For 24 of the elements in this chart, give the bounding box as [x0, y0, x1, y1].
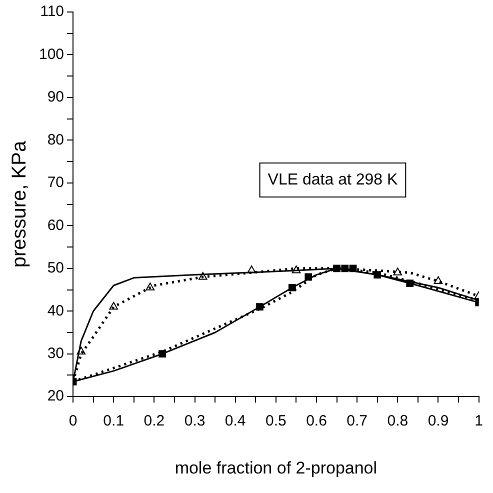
y-tick-label: 30	[47, 345, 64, 362]
y-tick-label: 40	[47, 302, 64, 320]
x-axis-title: mole fraction of 2-propanol	[174, 458, 378, 478]
y-tick-label: 70	[47, 174, 64, 192]
x-tick-label: 0.1	[103, 412, 124, 430]
y-tick-label: 50	[47, 260, 64, 277]
x-tick-label: 0.5	[266, 412, 286, 430]
x-tick-label: 0.3	[184, 412, 206, 430]
x-tick-label: 0.8	[387, 412, 408, 430]
x-tick-label: 0.2	[144, 412, 165, 430]
x-tick-label: 0	[68, 412, 78, 430]
y-tick-label: 90	[47, 88, 64, 106]
x-tick-label: 0.9	[428, 412, 449, 430]
x-tick-label: 1	[474, 412, 483, 430]
y-tick-label: 20	[47, 388, 64, 405]
x-tick-label: 0.4	[224, 412, 246, 430]
y-tick-label: 60	[47, 216, 64, 234]
x-tick-label: 0.7	[346, 412, 368, 430]
y-tick-label: 80	[47, 131, 64, 148]
y-tick-label: 110	[40, 3, 64, 20]
y-tick-label: 100	[38, 46, 64, 63]
x-tick-label: 0.6	[306, 412, 327, 430]
annotation: VLE data at 298 K	[268, 171, 398, 188]
y-axis-title: pressure, KPa	[8, 140, 31, 268]
